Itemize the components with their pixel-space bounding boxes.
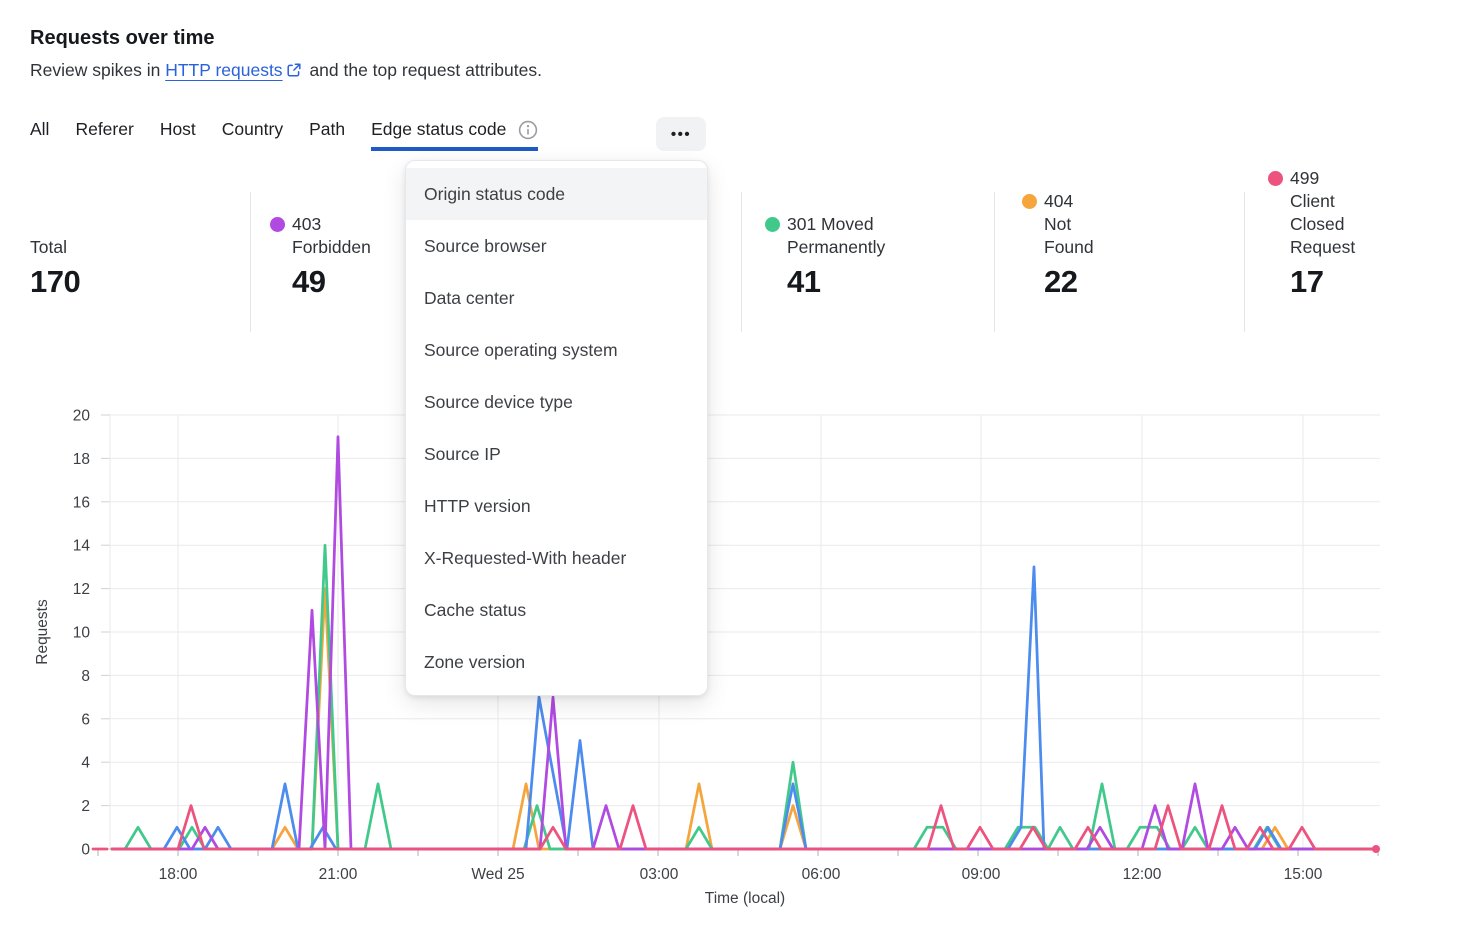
svg-text:03:00: 03:00 (640, 866, 679, 883)
info-icon[interactable] (518, 120, 538, 140)
svg-text:21:00: 21:00 (319, 866, 358, 883)
svg-text:18:00: 18:00 (159, 866, 198, 883)
subtitle-prefix: Review spikes in (30, 60, 161, 80)
menu-item-data-center[interactable]: Data center (424, 287, 515, 308)
tab-edge-status-code[interactable]: Edge status code (371, 119, 539, 151)
stat-value: 22 (1044, 264, 1078, 299)
menu-item-source-ip[interactable]: Source IP (424, 443, 501, 464)
svg-text:06:00: 06:00 (802, 866, 841, 883)
menu-item-http-version[interactable]: HTTP version (424, 495, 531, 516)
stat-label: 499 Client Closed Request (1290, 168, 1356, 257)
stat-label: Total (30, 237, 67, 257)
svg-text:4: 4 (81, 755, 90, 772)
legend-dot-403 (270, 217, 285, 232)
stat-value: 49 (292, 264, 326, 299)
stat-label: 404 Not Found (1044, 191, 1094, 257)
attribute-dropdown-menu: Origin status code Source browser Data cen… (405, 160, 708, 696)
tab-host[interactable]: Host (159, 119, 196, 139)
menu-item-origin-status-code[interactable]: Origin status code (406, 168, 707, 220)
stats-divider (250, 192, 251, 332)
tab-all[interactable]: All (30, 119, 50, 139)
svg-text:Requests: Requests (34, 599, 51, 665)
subtitle-suffix: and the top request attributes. (309, 60, 542, 80)
legend-dot-301 (765, 217, 780, 232)
svg-text:20: 20 (73, 408, 91, 425)
tab-edge-status-code-label: Edge status code (371, 119, 507, 139)
stat-value: 17 (1290, 264, 1324, 299)
stats-divider (994, 192, 995, 332)
menu-item-source-device-type[interactable]: Source device type (424, 391, 573, 412)
stat-value: 170 (30, 264, 81, 299)
svg-text:15:00: 15:00 (1284, 866, 1323, 883)
attribute-tabs: All Referer Host Country Path Edge statu… (30, 119, 539, 151)
menu-item-x-requested-with-header[interactable]: X-Requested-With header (424, 547, 627, 568)
menu-item-cache-status[interactable]: Cache status (424, 599, 527, 620)
svg-text:2: 2 (81, 798, 90, 815)
menu-item-zone-version[interactable]: Zone version (424, 651, 526, 672)
stats-divider (1244, 192, 1245, 332)
stat-label: 301 Moved Permanently (787, 214, 886, 257)
external-link-icon (286, 62, 302, 78)
tab-referer[interactable]: Referer (75, 119, 134, 139)
more-tabs-button[interactable]: ••• (656, 117, 706, 151)
svg-text:8: 8 (81, 668, 90, 685)
stat-value: 41 (787, 264, 821, 299)
svg-text:Wed 25: Wed 25 (471, 866, 524, 883)
legend-dot-404 (1022, 194, 1037, 209)
stat-label: 403 Forbidden (292, 214, 371, 257)
tab-path[interactable]: Path (309, 119, 346, 139)
page-subtitle: Review spikes in HTTP requests and the t… (30, 60, 542, 81)
svg-text:14: 14 (73, 538, 91, 555)
svg-text:09:00: 09:00 (962, 866, 1001, 883)
svg-text:16: 16 (73, 494, 90, 511)
svg-text:12: 12 (73, 581, 90, 598)
http-requests-link[interactable]: HTTP requests (165, 60, 283, 80)
svg-text:18: 18 (73, 451, 90, 468)
legend-dot-499 (1268, 171, 1283, 186)
stats-divider (741, 192, 742, 332)
menu-item-source-operating-system[interactable]: Source operating system (424, 339, 618, 360)
menu-item-source-browser[interactable]: Source browser (424, 235, 547, 256)
svg-text:10: 10 (73, 625, 91, 642)
page-title: Requests over time (30, 27, 215, 50)
tab-country[interactable]: Country (221, 119, 284, 139)
svg-text:0: 0 (81, 842, 90, 859)
svg-text:12:00: 12:00 (1123, 866, 1162, 883)
svg-text:Time (local): Time (local) (705, 890, 785, 907)
svg-text:6: 6 (81, 711, 90, 728)
